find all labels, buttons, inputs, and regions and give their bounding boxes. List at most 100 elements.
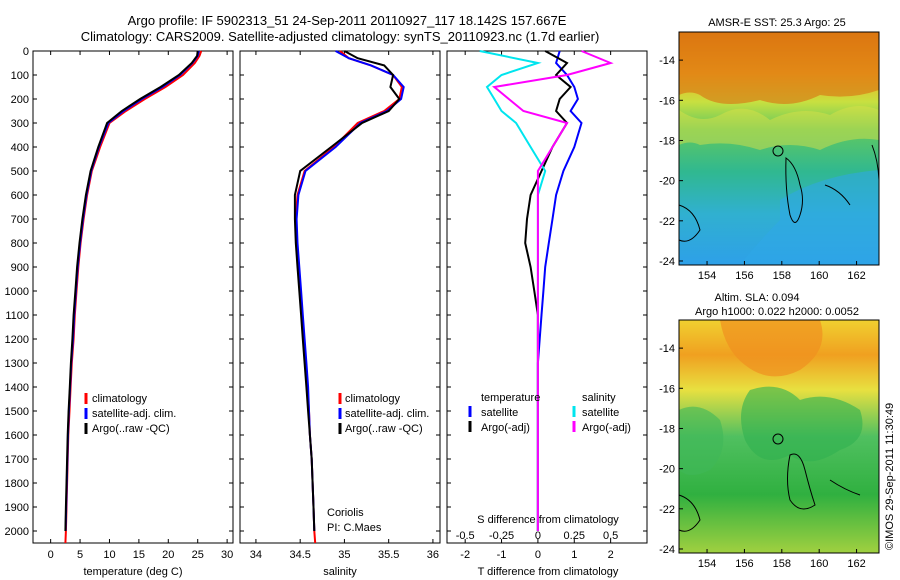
x-tick-label: 15 xyxy=(133,549,145,561)
map-y-tick-label: -16 xyxy=(659,95,675,107)
map-y-tick-label: -24 xyxy=(659,544,675,556)
series-line-2 xyxy=(64,50,199,532)
sal-legend-satellite: satellite-adj. clim. xyxy=(345,408,429,420)
depth-tick-label: 300 xyxy=(11,118,29,130)
diff-top-tick-label: -0.5 xyxy=(456,530,475,542)
depth-tick-label: 1900 xyxy=(5,502,29,514)
map-y-tick-label: -16 xyxy=(659,383,675,395)
map-x-tick-label: 162 xyxy=(847,558,865,570)
diff-legend-sal-argo: Argo(-adj) xyxy=(582,422,631,434)
depth-axis: 0 100 200 300 400 500 600 700 800 900 1000 1100 1200… xyxy=(5,46,647,538)
x-tick-label: 25 xyxy=(192,549,204,561)
diff-x-axis: -2 -1 0 1 2 xyxy=(460,51,614,561)
x-tick-label: 0 xyxy=(48,549,54,561)
diff-legend-sal-sat: satellite xyxy=(582,407,619,419)
diff-x-label: T difference from climatology xyxy=(478,566,619,578)
diff-legend-temp-sat: satellite xyxy=(481,407,518,419)
depth-tick-label: 700 xyxy=(11,214,29,226)
salinity-x-axis: 34 34.5 35 35.5 36 xyxy=(250,51,439,561)
map-x-tick-label: 162 xyxy=(847,270,865,282)
series-line-1 xyxy=(64,50,200,532)
imos-credit: ©IMOS 29-Sep-2011 11:30:49 xyxy=(884,403,896,550)
depth-tick-label: 1300 xyxy=(5,358,29,370)
map-x-tick-label: 158 xyxy=(773,270,791,282)
map-x-tick-label: 160 xyxy=(810,558,828,570)
sst-argo-marker xyxy=(772,145,784,157)
sst-contour-2 xyxy=(678,204,701,242)
x-tick-label: 5 xyxy=(77,549,83,561)
depth-tick-label: 900 xyxy=(11,262,29,274)
depth-tick-label: 1500 xyxy=(5,406,29,418)
map-y-tick-label: -22 xyxy=(659,504,675,516)
depth-tick-label: 0 xyxy=(23,46,29,58)
diff-legend-temp-title: temperature xyxy=(481,392,540,404)
x-tick-label: -2 xyxy=(460,549,470,561)
x-tick-label: 30 xyxy=(221,549,233,561)
map-x-tick-label: 156 xyxy=(735,270,753,282)
map-y-tick-label: -22 xyxy=(659,216,675,228)
sst-map xyxy=(678,31,880,266)
x-tick-label: 1 xyxy=(571,549,577,561)
depth-tick-label: 600 xyxy=(11,190,29,202)
sla-map-title-1: Altim. SLA: 0.094 xyxy=(715,292,800,304)
diff-legend-temp-argo: Argo(-adj) xyxy=(481,422,530,434)
depth-tick-label: 1400 xyxy=(5,382,29,394)
sst-warm-blob xyxy=(679,32,879,104)
map-y-tick-label: -18 xyxy=(659,135,675,147)
x-tick-label: 0 xyxy=(535,549,541,561)
sal-legend-argo: Argo(..raw -QC) xyxy=(345,423,423,435)
depth-tick-label: 1700 xyxy=(5,454,29,466)
x-tick-label: 36 xyxy=(427,549,439,561)
sst-map-title: AMSR-E SST: 25.3 Argo: 25 xyxy=(708,17,846,29)
sla-map-axes: 154 156 158 160 162 -14 -16 -18 -20 -22 -24 xyxy=(659,343,866,570)
depth-tick-label: 800 xyxy=(11,238,29,250)
map-x-tick-label: 156 xyxy=(735,558,753,570)
x-tick-label: 35.5 xyxy=(378,549,399,561)
header-line-2: Climatology: CARS2009. Satellite-adjuste… xyxy=(81,29,600,44)
diff-top-tick-label: 0 xyxy=(535,530,541,542)
x-tick-label: 34 xyxy=(250,549,262,561)
x-tick-label: -1 xyxy=(497,549,507,561)
sst-blue-patch xyxy=(740,170,879,265)
diff-top-label: S difference from climatology xyxy=(477,514,619,526)
map-x-tick-label: 154 xyxy=(698,558,716,570)
diff-legend-sal-title: salinity xyxy=(582,392,616,404)
depth-tick-label: 500 xyxy=(11,166,29,178)
map-x-tick-label: 158 xyxy=(773,558,791,570)
depth-tick-label: 400 xyxy=(11,142,29,154)
diff-top-tick-label: -0.25 xyxy=(489,530,514,542)
map-y-tick-label: -24 xyxy=(659,256,675,268)
salinity-note-coriolis: Coriolis xyxy=(327,507,364,519)
sst-contour-1 xyxy=(785,157,803,223)
temp-series xyxy=(64,50,203,544)
sla-contour-2 xyxy=(678,494,701,532)
diff-legend: temperature satellite Argo(-adj) salinit… xyxy=(468,392,631,434)
diff-series-line-2 xyxy=(479,50,547,531)
map-x-tick-label: 154 xyxy=(698,270,716,282)
diff-series-line-0 xyxy=(536,50,583,531)
diff-panel-frame xyxy=(446,50,648,544)
diff-series-line-3 xyxy=(491,50,614,531)
sla-green-left xyxy=(679,406,724,475)
temp-legend: climatology satellite-adj. clim. Argo(..… xyxy=(84,393,176,435)
diff-top-tick-label: 0.5 xyxy=(603,530,618,542)
diff-series xyxy=(479,50,614,531)
diff-top-tick-label: 0.25 xyxy=(564,530,585,542)
sst-map-axes: 154 156 158 160 162 -14 -16 -18 -20 -22 -24 xyxy=(659,55,866,282)
sla-map xyxy=(678,319,880,554)
x-tick-label: 20 xyxy=(162,549,174,561)
sla-argo-marker xyxy=(772,433,784,445)
salinity-panel-frame xyxy=(239,50,441,544)
salinity-legend: climatology satellite-adj. clim. Argo(..… xyxy=(338,393,429,435)
depth-tick-label: 1200 xyxy=(5,334,29,346)
depth-tick-label: 100 xyxy=(11,70,29,82)
map-y-tick-label: -20 xyxy=(659,176,675,188)
map-y-tick-label: -20 xyxy=(659,464,675,476)
sst-yellow-band xyxy=(679,106,879,150)
sst-map-frame xyxy=(678,31,880,266)
map-x-tick-label: 160 xyxy=(810,270,828,282)
temp-legend-argo: Argo(..raw -QC) xyxy=(92,423,170,435)
salinity-series xyxy=(293,50,405,544)
sla-map-frame xyxy=(678,319,880,554)
